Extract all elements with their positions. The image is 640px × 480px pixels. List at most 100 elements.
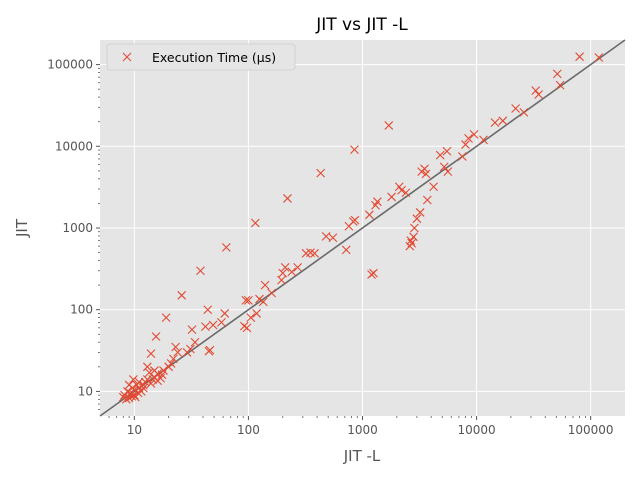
marker-stroke bbox=[409, 232, 418, 242]
data-point bbox=[369, 268, 378, 278]
x-axis-label: JIT -L bbox=[343, 447, 381, 465]
data-point bbox=[461, 140, 470, 149]
marker-stroke bbox=[258, 297, 268, 307]
marker-stroke bbox=[122, 52, 132, 62]
data-point bbox=[401, 188, 411, 198]
data-point bbox=[384, 121, 394, 130]
marker-stroke bbox=[260, 280, 270, 290]
data-point bbox=[397, 185, 406, 195]
data-point bbox=[239, 321, 249, 331]
data-point bbox=[221, 242, 231, 252]
marker-stroke bbox=[511, 104, 521, 113]
data-point bbox=[420, 164, 429, 174]
marker-stroke bbox=[293, 262, 303, 272]
legend-x-marker bbox=[122, 52, 132, 62]
data-point bbox=[387, 192, 397, 202]
data-point bbox=[205, 345, 215, 355]
marker-stroke bbox=[479, 135, 488, 145]
data-point bbox=[267, 288, 277, 298]
marker-stroke bbox=[252, 309, 262, 318]
marker-stroke bbox=[555, 80, 565, 90]
legend-box bbox=[106, 43, 296, 71]
y-tick-label: 10 bbox=[78, 384, 93, 398]
marker-stroke bbox=[420, 164, 429, 174]
data-point bbox=[134, 377, 144, 387]
x-axis-ticks: 10 100 1000 10000 100000 bbox=[127, 416, 614, 437]
marker-stroke bbox=[401, 188, 411, 198]
marker-stroke bbox=[217, 317, 226, 327]
data-point bbox=[177, 290, 187, 300]
data-point bbox=[594, 53, 604, 62]
data-point bbox=[280, 262, 290, 272]
minor-ticks bbox=[98, 67, 586, 418]
data-point bbox=[422, 195, 432, 205]
marker-stroke bbox=[384, 121, 394, 130]
data-point bbox=[138, 383, 148, 393]
x-tick-label: 100 bbox=[237, 423, 260, 437]
y-axis-label: JIT bbox=[13, 218, 31, 238]
data-point bbox=[519, 108, 529, 117]
marker-stroke bbox=[552, 69, 562, 79]
marker-stroke bbox=[443, 167, 453, 176]
data-point bbox=[350, 145, 359, 155]
marker-stroke bbox=[439, 162, 449, 172]
marker-stroke bbox=[138, 383, 148, 393]
data-point bbox=[409, 232, 418, 242]
marker-stroke bbox=[123, 387, 132, 396]
data-point bbox=[283, 194, 292, 203]
data-point bbox=[415, 208, 425, 217]
data-point bbox=[552, 69, 562, 79]
data-point bbox=[406, 236, 416, 246]
marker-stroke bbox=[498, 116, 508, 126]
legend: Execution Time (µs) bbox=[106, 43, 296, 71]
data-point bbox=[277, 275, 286, 285]
data-point bbox=[511, 104, 521, 113]
marker-stroke bbox=[187, 325, 197, 335]
data-point bbox=[173, 348, 183, 357]
data-point bbox=[464, 133, 473, 143]
marker-stroke bbox=[306, 248, 315, 257]
marker-stroke bbox=[409, 223, 419, 233]
marker-stroke bbox=[146, 349, 156, 359]
marker-stroke bbox=[120, 390, 129, 400]
data-point bbox=[169, 354, 178, 364]
marker-stroke bbox=[435, 150, 445, 160]
marker-stroke bbox=[341, 245, 351, 255]
data-point bbox=[244, 296, 253, 305]
marker-stroke bbox=[283, 194, 292, 203]
marker-stroke bbox=[287, 267, 297, 277]
marker-stroke bbox=[350, 215, 360, 225]
data-point bbox=[128, 375, 138, 384]
marker-stroke bbox=[394, 182, 404, 192]
data-point bbox=[365, 210, 374, 220]
data-point bbox=[328, 233, 338, 243]
data-point bbox=[142, 362, 152, 372]
marker-stroke bbox=[280, 262, 290, 272]
marker-stroke bbox=[387, 192, 397, 202]
data-point bbox=[258, 297, 268, 307]
marker-stroke bbox=[196, 266, 205, 276]
data-point bbox=[457, 152, 467, 161]
marker-stroke bbox=[186, 344, 195, 354]
data-point bbox=[201, 322, 210, 332]
marker-stroke bbox=[205, 345, 215, 355]
marker-stroke bbox=[177, 290, 187, 300]
data-point bbox=[161, 313, 171, 323]
marker-stroke bbox=[519, 108, 529, 117]
data-point bbox=[409, 223, 419, 233]
marker-stroke bbox=[534, 90, 544, 99]
x-tick-label: 100000 bbox=[568, 423, 614, 437]
marker-stroke bbox=[220, 309, 230, 318]
data-point bbox=[260, 280, 270, 290]
data-point bbox=[575, 52, 584, 62]
data-point bbox=[146, 349, 156, 359]
data-point bbox=[316, 168, 326, 178]
marker-stroke bbox=[594, 53, 604, 62]
marker-stroke bbox=[422, 195, 432, 205]
marker-stroke bbox=[421, 169, 431, 179]
marker-stroke bbox=[144, 368, 154, 377]
data-point bbox=[242, 323, 252, 333]
data-point bbox=[555, 80, 565, 90]
data-point bbox=[435, 150, 445, 160]
marker-stroke bbox=[442, 146, 452, 156]
